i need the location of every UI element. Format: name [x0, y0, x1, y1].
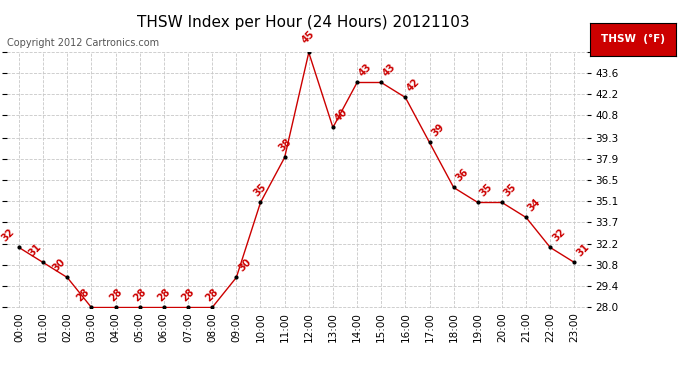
Text: 35: 35 — [478, 182, 495, 198]
Text: 43: 43 — [357, 62, 374, 78]
Text: THSW  (°F): THSW (°F) — [601, 34, 665, 44]
Text: 28: 28 — [75, 286, 92, 303]
Text: 36: 36 — [454, 167, 471, 183]
Text: 32: 32 — [0, 227, 16, 243]
Text: 39: 39 — [430, 122, 446, 138]
Text: 43: 43 — [382, 62, 398, 78]
Text: THSW Index per Hour (24 Hours) 20121103: THSW Index per Hour (24 Hours) 20121103 — [137, 15, 470, 30]
Text: 28: 28 — [155, 286, 172, 303]
Text: 35: 35 — [502, 182, 519, 198]
Text: 30: 30 — [50, 257, 67, 273]
Text: 31: 31 — [26, 242, 43, 258]
Text: 28: 28 — [131, 286, 148, 303]
Text: 31: 31 — [575, 242, 591, 258]
Text: 35: 35 — [252, 182, 269, 198]
Text: 30: 30 — [237, 257, 253, 273]
Text: 45: 45 — [300, 29, 317, 45]
Text: 38: 38 — [276, 136, 293, 153]
Text: 28: 28 — [179, 286, 197, 303]
Text: 40: 40 — [333, 107, 350, 123]
Text: 28: 28 — [204, 286, 221, 303]
Text: 34: 34 — [526, 197, 543, 213]
Text: Copyright 2012 Cartronics.com: Copyright 2012 Cartronics.com — [7, 38, 159, 48]
Text: 28: 28 — [107, 286, 124, 303]
Text: 42: 42 — [406, 77, 422, 93]
Text: 32: 32 — [551, 227, 567, 243]
